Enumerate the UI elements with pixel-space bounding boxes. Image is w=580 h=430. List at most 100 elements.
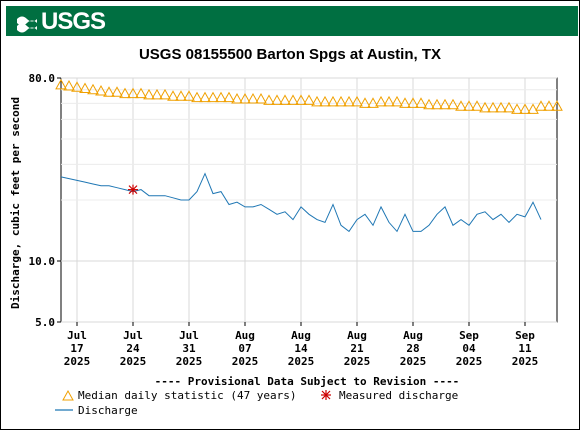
usgs-logo[interactable]: USGS [16, 10, 106, 34]
median-point [103, 86, 115, 97]
median-point [495, 101, 507, 113]
median-point [183, 90, 195, 101]
median-point [511, 103, 523, 114]
median-point [231, 92, 243, 104]
median-point [463, 100, 475, 111]
median-point [455, 100, 467, 111]
x-tick-label: 21 [350, 342, 364, 355]
median-point [423, 98, 435, 110]
median-point [367, 97, 379, 108]
discharge-series-line [60, 172, 542, 233]
y-axis-label: Discharge, cubic feet per second [9, 97, 22, 309]
median-point [471, 100, 483, 111]
legend-measured-marker [321, 390, 331, 400]
median-point [127, 87, 139, 99]
median-point [383, 95, 395, 107]
x-tick-label: 2025 [176, 355, 203, 368]
x-tick-label: 04 [462, 342, 476, 355]
median-point [167, 90, 179, 101]
median-point [119, 87, 131, 99]
x-tick-label: 17 [70, 342, 83, 355]
x-tick-label: 24 [126, 342, 140, 355]
median-point [543, 100, 555, 111]
median-point [375, 95, 387, 107]
x-tick-label: 2025 [232, 355, 259, 368]
asterisk-stroke [128, 185, 138, 195]
y-axis-ticks: 80.0 10.0 5.0 [29, 72, 61, 329]
median-point [79, 82, 91, 94]
x-tick-label: 2025 [512, 355, 539, 368]
x-tick-label: 11 [518, 342, 532, 355]
median-point [223, 91, 235, 103]
x-tick-label: 2025 [456, 355, 483, 368]
x-tick-label: 07 [238, 342, 251, 355]
median-point [295, 94, 307, 105]
median-point [111, 86, 123, 97]
median-point [407, 97, 419, 108]
median-point [503, 101, 515, 113]
x-tick-label: Aug [403, 329, 423, 342]
median-point [535, 100, 547, 111]
x-tick-label: Sep [459, 329, 479, 342]
y-tick-label: 80.0 [29, 72, 56, 85]
x-tick-label: 14 [294, 342, 308, 355]
median-point [215, 91, 227, 103]
median-point [63, 80, 75, 91]
y-tick-label: 5.0 [35, 316, 55, 329]
x-tick-label: Aug [347, 329, 367, 342]
x-tick-label: 2025 [288, 355, 315, 368]
legend-discharge-label: Discharge [78, 404, 138, 417]
median-point [71, 81, 83, 92]
usgs-banner: USGS [6, 6, 578, 36]
x-tick-label: Jul [67, 329, 87, 342]
median-point [551, 100, 563, 111]
median-point [175, 90, 187, 101]
median-series [55, 78, 563, 114]
x-tick-label: Aug [235, 329, 255, 342]
x-tick-label: Aug [291, 329, 311, 342]
x-tick-label: Jul [123, 329, 143, 342]
x-tick-label: 2025 [64, 355, 91, 368]
asterisk-stroke [321, 390, 331, 400]
median-point [487, 101, 499, 113]
median-point [255, 92, 267, 104]
median-point [55, 78, 67, 90]
median-point [527, 103, 539, 114]
legend-median-label: Median daily statistic (47 years) [78, 389, 297, 402]
provisional-note: ---- Provisional Data Subject to Revisio… [155, 375, 460, 388]
measured-series [128, 184, 138, 195]
median-point [303, 94, 315, 105]
median-point [479, 101, 491, 113]
asterisk-icon [321, 390, 331, 400]
median-point [199, 91, 211, 103]
median-point [431, 98, 443, 110]
legend-median-marker [62, 389, 74, 401]
median-point [447, 98, 459, 110]
median-point [239, 92, 251, 104]
legend: Median daily statistic (47 years) Measur… [55, 389, 458, 417]
median-point [391, 95, 403, 107]
x-axis-ticks: Jul172025Jul242025Jul312025Aug072025Aug1… [64, 322, 539, 368]
median-point [247, 92, 259, 104]
median-point [279, 94, 291, 105]
median-point [287, 94, 299, 105]
median-point [191, 91, 203, 103]
legend-measured-label: Measured discharge [339, 389, 458, 402]
median-point [439, 98, 451, 110]
median-point [519, 103, 531, 114]
median-point [207, 91, 219, 103]
median-point [95, 84, 107, 96]
measured-point [128, 184, 138, 195]
x-tick-label: Sep [515, 329, 535, 342]
median-point [151, 88, 163, 100]
median-point [271, 94, 283, 105]
median-point [343, 95, 355, 107]
x-tick-label: Jul [179, 329, 199, 342]
x-tick-label: 2025 [344, 355, 371, 368]
usgs-wave-icon [17, 16, 37, 33]
triangle-icon [62, 389, 74, 401]
median-point [359, 97, 371, 108]
x-tick-label: 2025 [120, 355, 147, 368]
